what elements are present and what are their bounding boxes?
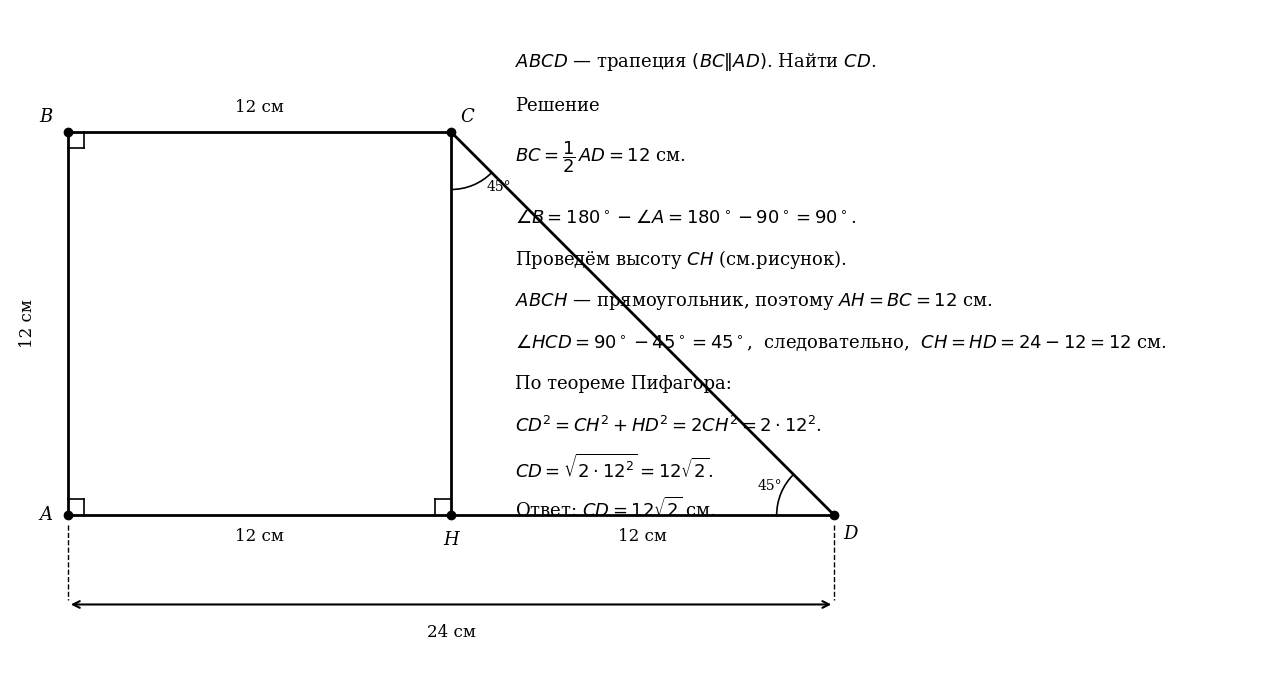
Text: D: D xyxy=(844,525,858,543)
Text: 45°: 45° xyxy=(757,479,782,493)
Text: B: B xyxy=(39,108,51,126)
Text: 12 см: 12 см xyxy=(619,528,667,545)
Text: 12 см: 12 см xyxy=(235,99,284,116)
Text: H: H xyxy=(444,531,459,549)
Text: 45°: 45° xyxy=(486,180,511,194)
Text: $\angle HCD = 90^\circ - 45^\circ = 45^\circ$,  следовательно,  $CH = HD = 24 - : $\angle HCD = 90^\circ - 45^\circ = 45^\… xyxy=(514,333,1166,353)
Text: $CD^2 = CH^2 + HD^2 = 2CH^2 = 2 \cdot 12^2$.: $CD^2 = CH^2 + HD^2 = 2CH^2 = 2 \cdot 12… xyxy=(514,416,822,436)
Text: $CD = \sqrt{2 \cdot 12^2} = 12\sqrt{2}$.: $CD = \sqrt{2 \cdot 12^2} = 12\sqrt{2}$. xyxy=(514,453,714,482)
Text: Решение: Решение xyxy=(514,97,599,115)
Text: $\angle B = 180^\circ - \angle A = 180^\circ - 90^\circ = 90^\circ$.: $\angle B = 180^\circ - \angle A = 180^\… xyxy=(514,209,856,227)
Text: Ответ: $CD = 12\sqrt{2}$ см.: Ответ: $CD = 12\sqrt{2}$ см. xyxy=(514,497,716,521)
Text: $ABCD$ — трапеция $(BC \| AD)$. Найти $CD$.: $ABCD$ — трапеция $(BC \| AD)$. Найти $C… xyxy=(514,51,876,73)
Text: Проведём высоту $CH$ (см.рисунок).: Проведём высоту $CH$ (см.рисунок). xyxy=(514,248,847,271)
Text: C: C xyxy=(460,108,475,126)
Text: 12 см: 12 см xyxy=(235,528,284,545)
Text: По теореме Пифагора:: По теореме Пифагора: xyxy=(514,375,732,393)
Text: $ABCH$ — прямоугольник, поэтому $AH = BC = 12$ см.: $ABCH$ — прямоугольник, поэтому $AH = BC… xyxy=(514,291,993,312)
Text: 24 см: 24 см xyxy=(427,623,476,641)
Text: $BC = \dfrac{1}{2}\,AD = 12$ см.: $BC = \dfrac{1}{2}\,AD = 12$ см. xyxy=(514,140,685,175)
Text: 12 см: 12 см xyxy=(19,299,36,348)
Text: A: A xyxy=(39,506,51,524)
